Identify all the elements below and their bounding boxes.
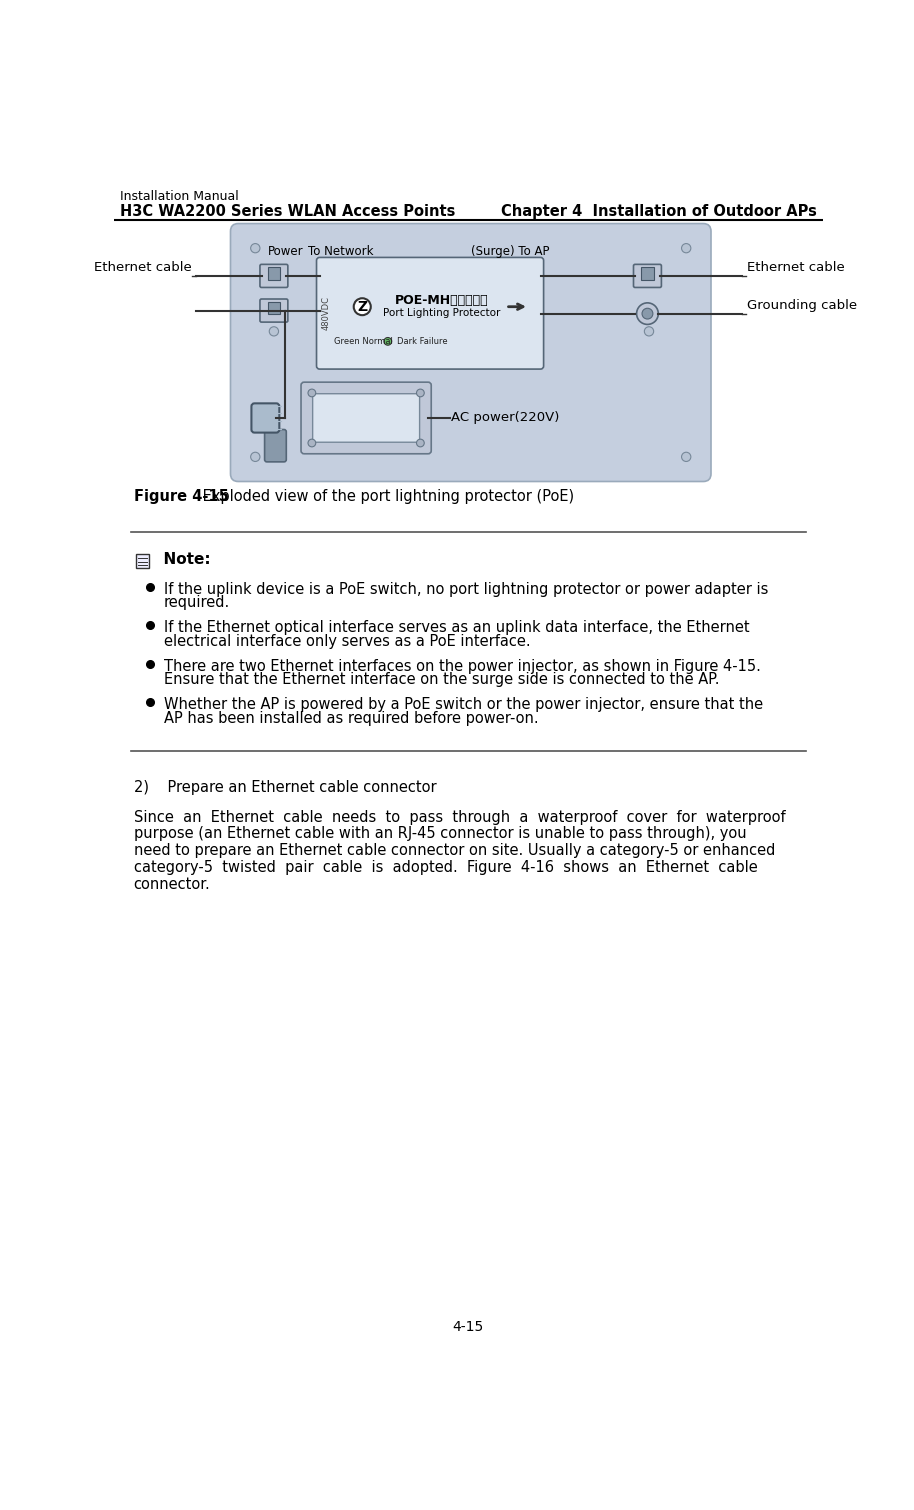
- FancyBboxPatch shape: [633, 264, 662, 287]
- Text: 2)    Prepare an Ethernet cable connector: 2) Prepare an Ethernet cable connector: [133, 781, 436, 796]
- Circle shape: [644, 326, 654, 335]
- Bar: [268, 267, 280, 279]
- Circle shape: [270, 326, 279, 335]
- Circle shape: [417, 390, 424, 397]
- FancyBboxPatch shape: [251, 403, 280, 432]
- Circle shape: [384, 338, 392, 346]
- Text: Figure 4-15: Figure 4-15: [133, 489, 228, 504]
- FancyBboxPatch shape: [260, 299, 288, 322]
- Text: To Network: To Network: [308, 245, 374, 258]
- Text: If the uplink device is a PoE switch, no port lightning protector or power adapt: If the uplink device is a PoE switch, no…: [164, 581, 769, 596]
- Text: AC power(220V): AC power(220V): [452, 411, 559, 424]
- Circle shape: [417, 439, 424, 447]
- Text: 480VDC: 480VDC: [322, 296, 330, 331]
- Circle shape: [250, 243, 260, 252]
- Circle shape: [642, 308, 653, 319]
- FancyBboxPatch shape: [301, 382, 431, 455]
- Circle shape: [354, 299, 371, 316]
- Text: POE-MH网口防雷器: POE-MH网口防雷器: [395, 294, 488, 307]
- FancyBboxPatch shape: [264, 429, 286, 462]
- Bar: [642, 267, 654, 279]
- Text: electrical interface only serves as a PoE interface.: electrical interface only serves as a Po…: [164, 634, 530, 649]
- Circle shape: [636, 304, 658, 325]
- Text: Green Normal: Green Normal: [334, 337, 392, 346]
- Text: Note:: Note:: [153, 553, 210, 568]
- Circle shape: [682, 243, 691, 252]
- Text: Since  an  Ethernet  cable  needs  to  pass  through  a  waterproof  cover  for : Since an Ethernet cable needs to pass th…: [133, 809, 785, 824]
- Text: connector.: connector.: [133, 877, 210, 892]
- FancyBboxPatch shape: [316, 257, 544, 368]
- Text: purpose (an Ethernet cable with an RJ-45 connector is unable to pass through), y: purpose (an Ethernet cable with an RJ-45…: [133, 826, 746, 841]
- Circle shape: [308, 390, 315, 397]
- Circle shape: [250, 451, 260, 462]
- FancyBboxPatch shape: [260, 264, 288, 287]
- Text: required.: required.: [164, 595, 230, 610]
- FancyBboxPatch shape: [313, 394, 420, 442]
- Text: There are two Ethernet interfaces on the power injector, as shown in Figure 4-15: There are two Ethernet interfaces on the…: [164, 658, 760, 673]
- Text: Ethernet cable: Ethernet cable: [748, 261, 845, 275]
- Text: (Surge) To AP: (Surge) To AP: [471, 245, 549, 258]
- Text: 4-15: 4-15: [452, 1320, 484, 1333]
- Text: Chapter 4  Installation of Outdoor APs: Chapter 4 Installation of Outdoor APs: [501, 204, 816, 219]
- Circle shape: [682, 451, 691, 462]
- Text: H3C WA2200 Series WLAN Access Points: H3C WA2200 Series WLAN Access Points: [121, 204, 456, 219]
- Bar: [136, 554, 149, 568]
- Text: Port Lighting Protector: Port Lighting Protector: [383, 308, 500, 319]
- Text: Whether the AP is powered by a PoE switch or the power injector, ensure that the: Whether the AP is powered by a PoE switc…: [164, 698, 763, 713]
- FancyBboxPatch shape: [230, 223, 711, 482]
- Bar: [268, 302, 280, 314]
- Text: Ensure that the Ethernet interface on the surge side is connected to the AP.: Ensure that the Ethernet interface on th…: [164, 672, 719, 687]
- Text: Z: Z: [357, 299, 367, 314]
- Circle shape: [308, 439, 315, 447]
- Text: Power: Power: [268, 245, 303, 258]
- Text: need to prepare an Ethernet cable connector on site. Usually a category-5 or enh: need to prepare an Ethernet cable connec…: [133, 844, 775, 858]
- Text: Exploded view of the port lightning protector (PoE): Exploded view of the port lightning prot…: [198, 489, 574, 504]
- Text: category-5  twisted  pair  cable  is  adopted.  Figure  4-16  shows  an  Etherne: category-5 twisted pair cable is adopted…: [133, 861, 758, 876]
- Text: Grounding cable: Grounding cable: [748, 299, 857, 313]
- Text: AP has been installed as required before power-on.: AP has been installed as required before…: [164, 711, 538, 726]
- Text: If the Ethernet optical interface serves as an uplink data interface, the Ethern: If the Ethernet optical interface serves…: [164, 621, 749, 636]
- Text: Installation Manual: Installation Manual: [121, 190, 239, 204]
- Text: Dark Failure: Dark Failure: [397, 337, 448, 346]
- Text: Ethernet cable: Ethernet cable: [94, 261, 192, 275]
